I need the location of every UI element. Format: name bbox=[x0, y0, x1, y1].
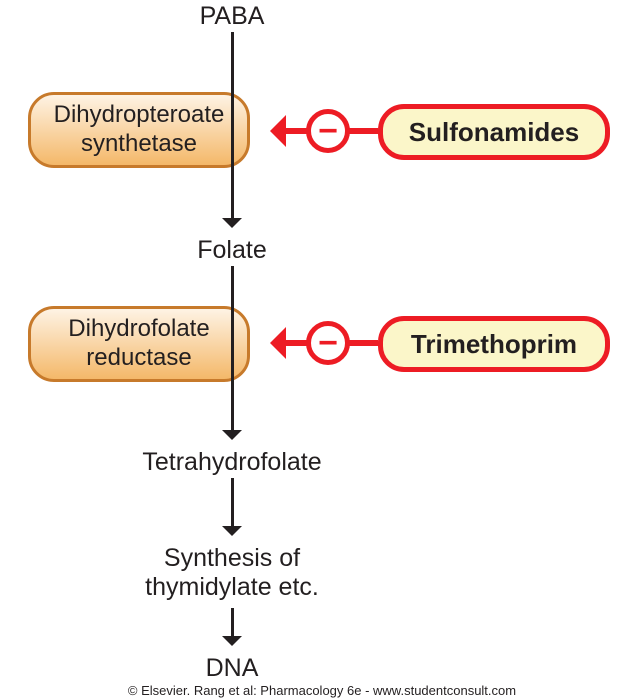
pathway-arrow-0 bbox=[231, 32, 234, 218]
drug-sulfonamides: Sulfonamides bbox=[378, 104, 610, 160]
pathway-arrowhead-2 bbox=[222, 526, 242, 536]
enzyme-dihydrofolate-reductase: Dihydrofolate reductase bbox=[28, 306, 250, 382]
pathway-arrowhead-3 bbox=[222, 636, 242, 646]
inhibition-arrowhead-0 bbox=[270, 115, 286, 147]
paba-label: PABA bbox=[0, 2, 464, 31]
enzyme-dhfr-text: Dihydrofolate reductase bbox=[68, 315, 209, 373]
enzyme-dps-text: Dihydropteroate synthetase bbox=[54, 101, 225, 159]
copyright-text: © Elsevier. Rang et al: Pharmacology 6e … bbox=[0, 683, 644, 698]
tetrahydrofolate-label: Tetrahydrofolate bbox=[0, 448, 464, 477]
pathway-arrow-3 bbox=[231, 608, 234, 636]
dna-label: DNA bbox=[0, 654, 464, 683]
pathway-arrowhead-0 bbox=[222, 218, 242, 228]
folate-label: Folate bbox=[0, 236, 464, 265]
pathway-arrow-2 bbox=[231, 478, 234, 526]
pathway-arrow-1 bbox=[231, 266, 234, 430]
drug-sulfa-text: Sulfonamides bbox=[409, 117, 579, 148]
drug-tmp-text: Trimethoprim bbox=[411, 329, 577, 360]
synthesis-label: Synthesis of thymidylate etc. bbox=[0, 544, 464, 602]
enzyme-dihydropteroate-synthetase: Dihydropteroate synthetase bbox=[28, 92, 250, 168]
inhibition-minus-icon-1: − bbox=[306, 321, 350, 365]
inhibition-minus-icon-0: − bbox=[306, 109, 350, 153]
inhibition-arrowhead-1 bbox=[270, 327, 286, 359]
drug-trimethoprim: Trimethoprim bbox=[378, 316, 610, 372]
pathway-arrowhead-1 bbox=[222, 430, 242, 440]
